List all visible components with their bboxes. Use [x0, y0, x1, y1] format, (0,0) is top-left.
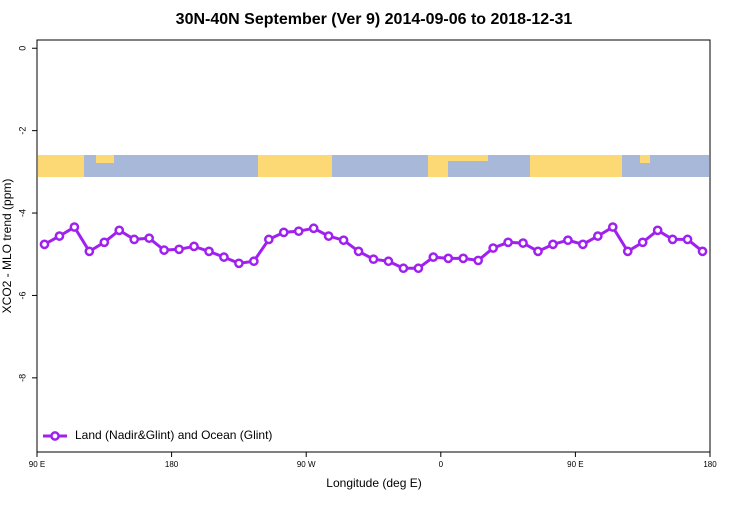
point: [503, 237, 513, 248]
point: [278, 227, 289, 238]
point: [99, 237, 110, 248]
point: [652, 225, 663, 236]
x-tick-label: 0: [439, 460, 444, 469]
point: [622, 246, 633, 257]
map-band: [38, 155, 709, 177]
point: [174, 244, 184, 255]
point: [69, 222, 80, 232]
y-tick-label: -8: [17, 374, 27, 382]
legend-marker: [50, 431, 60, 441]
point: [338, 235, 349, 246]
legend-label: Land (Nadir&Glint) and Ocean (Glint): [75, 428, 272, 442]
point: [592, 231, 603, 241]
point: [368, 254, 379, 265]
point: [234, 258, 244, 269]
point: [458, 253, 469, 264]
x-tick-label: 180: [165, 460, 179, 469]
x-tick-label: 90 W: [297, 460, 316, 469]
x-axis-label: Longitude (deg E): [326, 476, 421, 490]
point: [667, 234, 678, 245]
point: [129, 234, 140, 245]
point: [533, 246, 543, 257]
point: [428, 252, 439, 262]
point: [398, 263, 409, 274]
point: [563, 235, 573, 246]
plot-frame: [36, 39, 711, 453]
point: [219, 252, 229, 262]
point: [443, 253, 454, 264]
point: [144, 233, 155, 244]
point: [548, 239, 558, 250]
point: [488, 243, 498, 253]
point: [413, 263, 424, 274]
y-tick-label: -4: [17, 209, 27, 217]
point: [204, 246, 214, 257]
point: [84, 246, 95, 257]
point: [353, 246, 364, 257]
y-tick-label: -2: [17, 127, 27, 135]
y-tick-label: -6: [17, 291, 27, 299]
point: [114, 225, 125, 236]
point: [682, 234, 693, 245]
y-axis-label: XCO2 - MLO trend (ppm): [0, 179, 14, 314]
point: [293, 226, 304, 237]
y-tick-label: 0: [17, 46, 27, 51]
point: [159, 245, 169, 255]
point: [607, 222, 618, 232]
point: [308, 223, 319, 234]
point: [54, 231, 65, 241]
point: [473, 255, 484, 266]
x-tick-label: 90 E: [567, 460, 583, 469]
point: [39, 239, 50, 250]
point: [637, 237, 648, 248]
point: [383, 256, 394, 267]
x-tick-label: 180: [703, 460, 717, 469]
point: [578, 239, 588, 250]
point: [263, 234, 274, 245]
point: [518, 238, 528, 248]
point: [189, 241, 199, 252]
point: [697, 246, 708, 257]
point: [249, 256, 259, 267]
point: [323, 231, 334, 241]
x-tick-label: 90 E: [29, 460, 45, 469]
chart-title: 30N-40N September (Ver 9) 2014-09-06 to …: [176, 11, 573, 28]
